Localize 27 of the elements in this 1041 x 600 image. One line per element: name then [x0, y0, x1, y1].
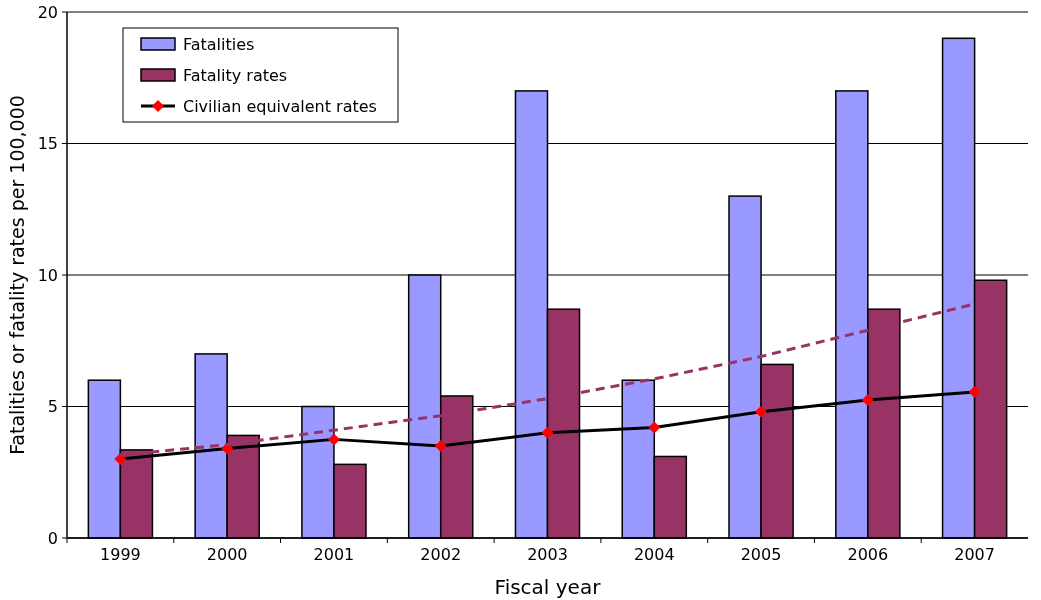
- point: [755, 405, 768, 418]
- y-tick-label: 10: [37, 265, 58, 285]
- y-tick-label: 0: [47, 528, 58, 548]
- x-tick-label: 2001: [313, 545, 355, 564]
- point: [434, 439, 447, 452]
- legend-label: Civilian equivalent rates: [183, 96, 377, 116]
- x-tick-label: 1999: [100, 545, 141, 564]
- point: [861, 393, 874, 406]
- point: [541, 426, 554, 439]
- x-tick-label: 2004: [633, 545, 675, 564]
- x-tick-label: 2005: [740, 545, 782, 564]
- legend-label: Fatality rates: [183, 65, 288, 85]
- x-tick-label: 2000: [206, 545, 248, 564]
- point: [114, 453, 127, 466]
- x-tick-label: 2007: [954, 545, 995, 564]
- y-tick-label: 15: [37, 134, 58, 154]
- y-tick-label: 20: [37, 2, 58, 22]
- x-axis-title: Fiscal year: [494, 575, 602, 599]
- y-tick-label: 5: [47, 397, 58, 417]
- x-tick-label: 2006: [847, 545, 889, 564]
- point: [968, 386, 981, 399]
- point: [327, 433, 340, 446]
- y-axis-title: Fatalities or fatality rates per 100,000: [6, 95, 28, 455]
- legend-label: Fatalities: [183, 34, 255, 54]
- x-tick-label: 2002: [420, 545, 462, 564]
- point: [648, 421, 661, 434]
- x-tick-label: 2003: [527, 545, 568, 564]
